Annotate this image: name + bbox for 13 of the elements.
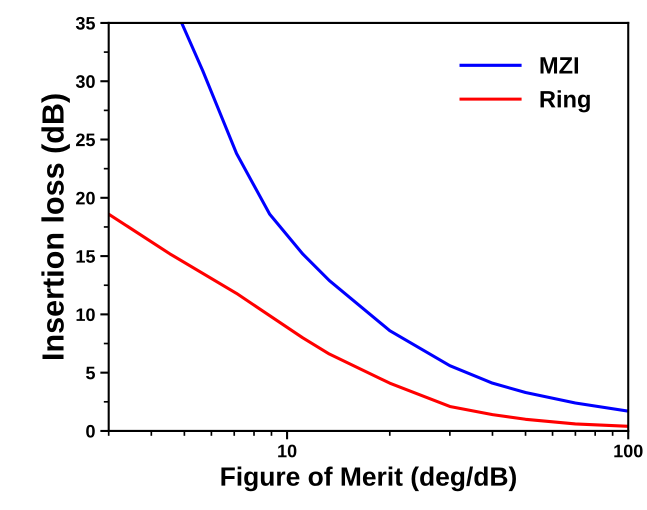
y-tick-label: 25 [76, 133, 95, 146]
y-tick-label: 15 [76, 250, 95, 263]
y-tick-label: 20 [76, 192, 95, 205]
y-tick-label: 0 [86, 424, 95, 438]
y-tick-label: 35 [76, 16, 95, 30]
x-tick-label: 100 [614, 444, 643, 458]
y-tick-label: 5 [86, 366, 95, 380]
y-tick-label: 30 [76, 75, 95, 88]
x-axis-title: Figure of Merit (deg/dB) [221, 466, 516, 492]
y-tick-label: 10 [76, 308, 95, 322]
legend-label: MZI [540, 57, 578, 74]
legend-label: Ring [540, 90, 590, 112]
y-axis-title: Insertion loss (dB) [41, 94, 70, 360]
